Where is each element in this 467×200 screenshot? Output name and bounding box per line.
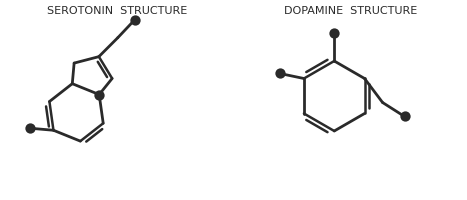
Point — [131, 18, 139, 21]
Point — [276, 72, 283, 75]
Point — [401, 115, 408, 118]
Point — [95, 93, 103, 96]
Point — [27, 127, 34, 130]
Text: SEROTONIN  STRUCTURE: SEROTONIN STRUCTURE — [47, 6, 187, 16]
Point — [331, 31, 338, 35]
Text: DOPAMINE  STRUCTURE: DOPAMINE STRUCTURE — [283, 6, 417, 16]
